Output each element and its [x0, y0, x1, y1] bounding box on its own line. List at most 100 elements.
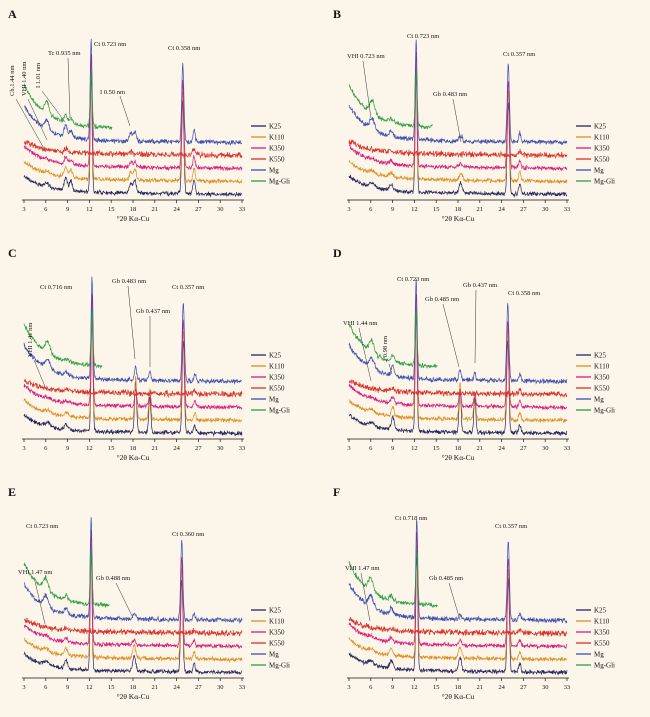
x-tick-label: 24 [498, 206, 505, 213]
x-tick-label: 18 [130, 445, 137, 452]
x-tick-label: 21 [152, 445, 159, 452]
legend-label-K25: K25 [269, 352, 282, 360]
peak-annotation: Gb 0.437 nm [463, 282, 497, 289]
x-tick-label: 12 [86, 445, 93, 452]
xrd-plot-C: C 3 6 9 12 15 18 21 24 27 30 33 °2θ Kα-Cu VHI 1.41 nm… [8, 246, 290, 462]
trace-K550 [23, 617, 243, 637]
x-tick-label: 18 [455, 445, 462, 452]
annotation-leader [362, 60, 372, 119]
legend-label-K110: K110 [269, 134, 285, 142]
legend-label-K350: K350 [269, 145, 285, 153]
annotation-leader [27, 98, 48, 141]
x-tick-label: 12 [411, 684, 418, 691]
x-tick-label: 12 [86, 206, 93, 213]
legend-label-K550: K550 [594, 640, 610, 648]
peak-annotation: Ct 0.723 nm [397, 276, 429, 283]
legend-label-K350: K350 [594, 629, 610, 637]
x-axis-title: °2θ Kα-Cu [442, 692, 475, 701]
panel-label: E [8, 485, 16, 499]
trace-Mg-Gli [23, 549, 110, 608]
x-tick-label: 12 [411, 206, 418, 213]
annotation-leader [358, 327, 372, 382]
x-tick-label: 6 [44, 445, 48, 452]
panel-C: C 3 6 9 12 15 18 21 24 27 30 33 °2θ Kα-Cu VHI 1.41 nm… [0, 239, 325, 478]
trace-Mg [348, 519, 568, 625]
legend-label-Mg: Mg [269, 651, 279, 659]
peak-annotation: Ch.1.44 nm [9, 65, 16, 96]
panel-B: B 3 6 9 12 15 18 21 24 27 30 33 °2θ Kα-Cu VHI 0.723 n… [325, 0, 650, 239]
annotation-leader [41, 90, 66, 123]
x-tick-label: 27 [195, 445, 202, 452]
panel-label: D [333, 246, 342, 260]
peak-annotation: I 1.01 nm [35, 63, 42, 88]
trace-Mg-Gli [23, 309, 103, 369]
x-axis-title: °2θ Kα-Cu [442, 453, 475, 462]
legend-label-Mg-Gli: Mg-Gli [594, 407, 615, 415]
peak-annotation: Gb 0.483 nm [433, 91, 467, 98]
xrd-plot-E: E 3 6 9 12 15 18 21 24 27 30 33 °2θ Kα-Cu Ct 0.723 nm… [8, 485, 290, 701]
trace-Mg [23, 517, 243, 624]
annotation-leader [67, 57, 71, 119]
x-tick-label: 18 [455, 684, 462, 691]
x-tick-label: 9 [66, 445, 69, 452]
x-tick-label: 15 [433, 684, 440, 691]
annotation-leader [360, 572, 371, 622]
x-tick-label: 6 [369, 206, 373, 213]
trace-K110 [23, 543, 243, 663]
x-tick-label: 30 [542, 206, 549, 213]
x-tick-label: 30 [217, 684, 224, 691]
trace-K350 [348, 293, 568, 411]
x-tick-label: 3 [347, 445, 350, 452]
trace-Mg-Gli [348, 310, 438, 369]
peak-annotation: I 0.98 nm [382, 336, 389, 361]
legend-label-Mg-Gli: Mg-Gli [269, 662, 290, 670]
x-tick-label: 24 [173, 206, 180, 213]
peak-annotation: VHI 1.44 nm [343, 320, 377, 327]
trace-K110 [349, 305, 568, 424]
trace-K350 [23, 293, 243, 411]
trace-K110 [23, 302, 243, 424]
x-tick-label: 33 [239, 206, 246, 213]
trace-Mg [348, 39, 568, 146]
peak-annotation: Ct 0.357 nm [503, 51, 535, 58]
trace-K25 [348, 551, 568, 676]
xrd-plot-B: B 3 6 9 12 15 18 21 24 27 30 33 °2θ Kα-Cu VHI 0.723 n… [333, 7, 615, 223]
legend-label-Mg: Mg [594, 396, 604, 404]
x-tick-label: 18 [130, 206, 137, 213]
x-tick-label: 3 [347, 684, 350, 691]
trace-K25 [23, 74, 243, 198]
legend-label-Mg: Mg [269, 396, 279, 404]
trace-K550 [348, 379, 568, 399]
legend-label-Mg-Gli: Mg-Gli [594, 662, 615, 670]
trace-Mg [23, 38, 243, 146]
legend-label-K350: K350 [594, 145, 610, 153]
x-tick-label: 30 [542, 445, 549, 452]
legend-label-K110: K110 [594, 134, 610, 142]
trace-K110 [348, 544, 568, 663]
annotation-leader [448, 582, 461, 621]
panel-E: E 3 6 9 12 15 18 21 24 27 30 33 °2θ Kα-Cu Ct 0.723 nm… [0, 478, 325, 717]
x-tick-label: 24 [173, 684, 180, 691]
trace-Mg [348, 278, 568, 385]
x-tick-label: 21 [477, 445, 484, 452]
x-tick-label: 21 [152, 684, 159, 691]
xrd-plot-A: A 3 6 9 12 15 18 21 24 27 30 33 °2θ Kα-Cu Ch.1.44 nm V… [8, 7, 290, 223]
trace-K550 [23, 379, 243, 399]
annotation-leader [15, 98, 47, 153]
x-tick-label: 15 [108, 445, 115, 452]
x-tick-label: 3 [22, 445, 25, 452]
x-axis-title: °2θ Kα-Cu [117, 214, 150, 223]
peak-annotation: Ct 0.723 nm [407, 33, 439, 40]
legend-label-K550: K550 [269, 640, 285, 648]
annotation-leader [115, 582, 134, 619]
peak-annotation: Tc 0.935 nm [48, 50, 81, 57]
annotation-leader [33, 576, 46, 625]
trace-K25 [23, 552, 243, 675]
x-tick-label: 6 [369, 684, 373, 691]
x-tick-label: 30 [217, 445, 224, 452]
trace-K350 [24, 529, 242, 650]
legend-label-K110: K110 [269, 618, 285, 626]
peak-annotation: Ct 0.716 nm [40, 284, 72, 291]
legend-label-K550: K550 [594, 156, 610, 164]
